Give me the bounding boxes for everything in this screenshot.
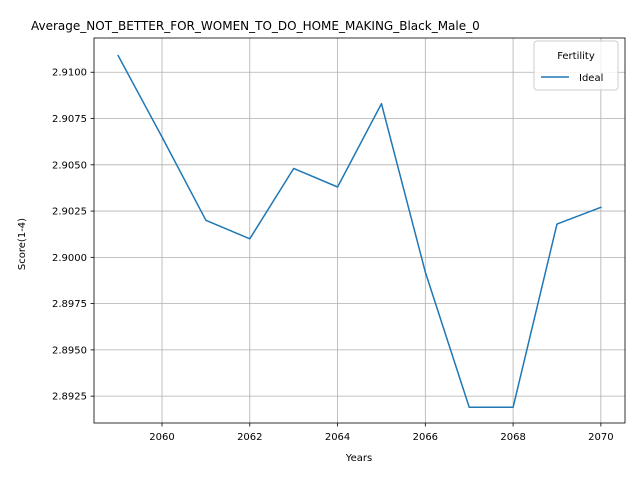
y-tick-label: 2.8925 xyxy=(52,392,87,403)
x-tick-label: 2062 xyxy=(237,432,262,443)
x-axis-label: Years xyxy=(345,453,372,464)
x-tick-label: 2064 xyxy=(325,432,350,443)
y-tick-label: 2.9075 xyxy=(52,114,87,125)
x-tick-label: 2068 xyxy=(500,432,525,443)
x-tick-label: 2060 xyxy=(149,432,174,443)
legend: Fertility Ideal xyxy=(533,40,619,91)
y-tick-label: 2.9050 xyxy=(52,160,87,171)
x-tick-label: 2066 xyxy=(413,432,438,443)
x-tick-label: 2070 xyxy=(588,432,613,443)
grid-lines xyxy=(94,38,625,423)
legend-title: Fertility xyxy=(557,51,595,62)
y-tick-label: 2.8950 xyxy=(52,345,87,356)
y-tick-label: 2.9025 xyxy=(52,207,87,218)
y-axis-label: Score(1-4) xyxy=(17,218,28,270)
x-axis: 2060 2062 2064 2066 2068 2070 xyxy=(149,423,614,443)
y-tick-label: 2.9000 xyxy=(52,253,87,264)
series-layer xyxy=(117,54,602,409)
chart-title: Average_NOT_BETTER_FOR_WOMEN_TO_DO_HOME_… xyxy=(31,19,480,33)
plot-area xyxy=(93,37,626,424)
y-tick-label: 2.8975 xyxy=(52,299,87,310)
y-axis: 2.8925 2.8950 2.8975 2.9000 2.9025 2.9050 2.90… xyxy=(52,68,94,403)
legend-box xyxy=(533,40,619,91)
series-line-ideal xyxy=(117,54,602,409)
y-tick-label: 2.9100 xyxy=(52,68,87,79)
legend-entry-ideal: Ideal xyxy=(579,73,603,84)
